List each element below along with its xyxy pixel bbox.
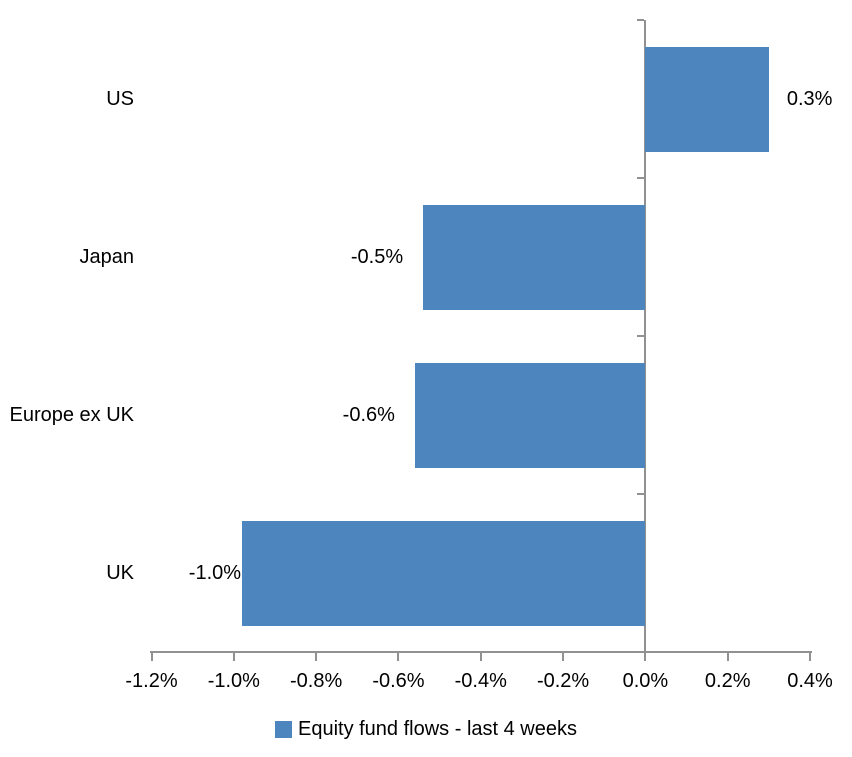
category-label-japan: Japan <box>79 246 135 268</box>
category-label-uk: UK <box>106 562 134 584</box>
x-axis-tick <box>315 653 318 661</box>
bar-uk <box>242 520 646 626</box>
x-axis-tick-label: -1.2% <box>125 670 178 692</box>
legend-label: Equity fund flows - last 4 weeks <box>297 717 577 740</box>
x-axis-tick <box>809 653 811 661</box>
category-label-us: US <box>106 88 134 110</box>
value-label-europe-ex-uk: -0.6% <box>342 404 395 426</box>
y-axis-tick <box>637 19 645 21</box>
value-label-uk: -1.0% <box>188 562 242 584</box>
legend-swatch-icon <box>274 720 292 738</box>
bar-europe-ex-uk <box>414 362 646 468</box>
y-axis-tick <box>637 335 645 337</box>
x-axis-tick <box>232 653 235 661</box>
legend: Equity fund flows - last 4 weeks <box>0 713 852 745</box>
x-axis-tick <box>397 653 400 661</box>
y-axis-tick <box>637 177 645 179</box>
category-label-europe-ex-uk: Europe ex UK <box>9 404 134 426</box>
x-axis-tick-label: 0.2% <box>704 670 751 692</box>
x-axis-tick <box>726 653 729 661</box>
x-axis-tick <box>562 653 565 661</box>
y-axis-tick <box>637 651 645 653</box>
bar-japan <box>423 204 646 310</box>
x-axis-tick-label: -0.8% <box>290 670 343 692</box>
x-axis-tick <box>479 653 482 661</box>
x-axis-tick-label: -0.2% <box>536 670 590 692</box>
zero-axis-line <box>644 20 647 653</box>
x-axis-tick-label: 0.4% <box>787 670 833 692</box>
y-axis-tick <box>637 493 645 495</box>
x-axis-tick <box>150 653 153 661</box>
x-axis-tick-label: -0.6% <box>372 670 425 692</box>
x-axis-tick-label: 0.0% <box>622 670 669 692</box>
x-axis-tick-label: -1.0% <box>207 670 260 692</box>
value-label-japan: -0.5% <box>350 246 404 268</box>
x-axis-line <box>150 651 812 653</box>
x-axis-tick-label: -0.4% <box>454 670 507 692</box>
value-label-us: 0.3% <box>786 88 833 110</box>
bar-us <box>645 46 769 152</box>
x-axis-tick <box>644 653 647 661</box>
